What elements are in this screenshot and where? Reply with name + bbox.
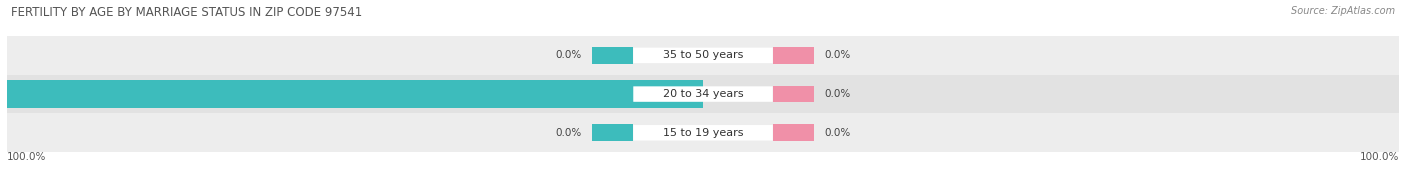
Text: 100.0%: 100.0% (7, 152, 46, 162)
Text: 20 to 34 years: 20 to 34 years (662, 89, 744, 99)
Bar (592, 47, 633, 64)
Text: FERTILITY BY AGE BY MARRIAGE STATUS IN ZIP CODE 97541: FERTILITY BY AGE BY MARRIAGE STATUS IN Z… (11, 6, 363, 19)
Text: Source: ZipAtlas.com: Source: ZipAtlas.com (1291, 6, 1395, 16)
Text: 15 to 19 years: 15 to 19 years (662, 128, 744, 138)
Text: 100.0%: 100.0% (1360, 152, 1399, 162)
FancyBboxPatch shape (633, 48, 773, 63)
Bar (773, 124, 814, 141)
Bar (7, 75, 1399, 113)
Text: 35 to 50 years: 35 to 50 years (662, 50, 744, 60)
Bar (7, 36, 1399, 75)
Bar (7, 113, 1399, 152)
Text: 0.0%: 0.0% (555, 50, 581, 60)
Bar (7, 80, 703, 108)
FancyBboxPatch shape (633, 125, 773, 141)
Bar (773, 47, 814, 64)
Text: 0.0%: 0.0% (825, 128, 851, 138)
Bar (773, 86, 814, 103)
Text: 0.0%: 0.0% (825, 89, 851, 99)
Text: 0.0%: 0.0% (555, 128, 581, 138)
Bar (592, 86, 633, 103)
Bar (592, 124, 633, 141)
Legend: Married, Unmarried: Married, Unmarried (634, 194, 772, 196)
Text: 0.0%: 0.0% (825, 50, 851, 60)
FancyBboxPatch shape (633, 86, 773, 102)
